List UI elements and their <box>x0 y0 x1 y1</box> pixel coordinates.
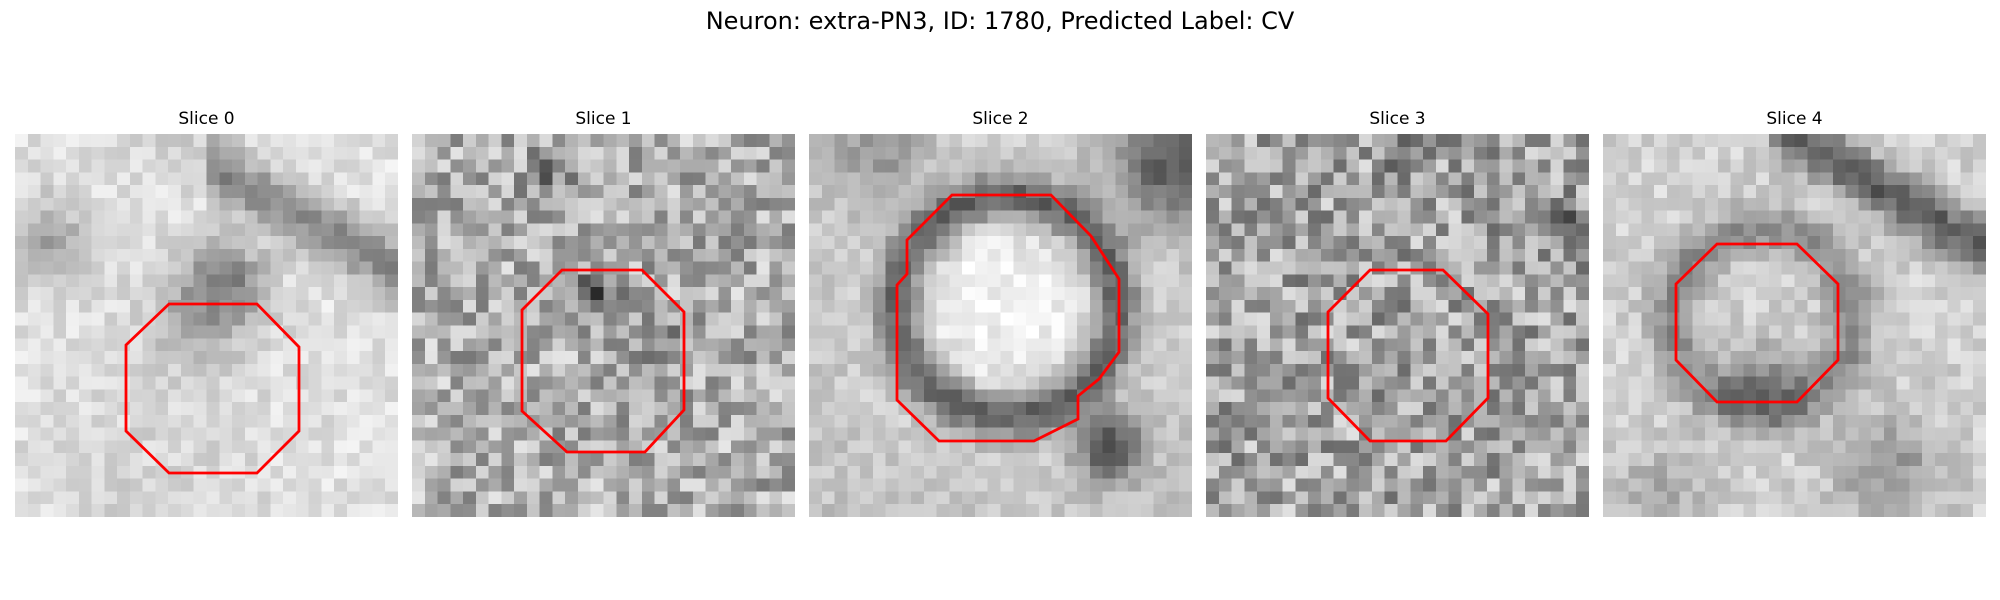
slice-2-contour <box>895 193 1121 443</box>
figure-title: Neuron: extra-PN3, ID: 1780, Predicted L… <box>705 7 1295 35</box>
slice-3-title: Slice 3 <box>1369 109 1426 129</box>
slice-0-image <box>15 134 398 517</box>
slice-1-title: Slice 1 <box>575 109 632 129</box>
slice-3-image <box>1206 134 1589 517</box>
slice-2-panel <box>809 134 1192 517</box>
slice-2-title: Slice 2 <box>972 109 1029 129</box>
slice-3-panel <box>1206 134 1589 517</box>
slice-1-panel <box>412 134 795 517</box>
slice-4-panel <box>1603 134 1986 517</box>
slice-0-panel <box>15 134 398 517</box>
slice-0-contour <box>124 302 301 475</box>
slice-3-contour <box>1326 268 1490 443</box>
slice-4-title: Slice 4 <box>1766 109 1823 129</box>
slice-4-image <box>1603 134 1986 517</box>
slice-2-image <box>809 134 1192 517</box>
slice-0-title: Slice 0 <box>178 109 235 129</box>
slice-1-contour <box>520 268 686 454</box>
slice-4-contour <box>1674 242 1840 404</box>
